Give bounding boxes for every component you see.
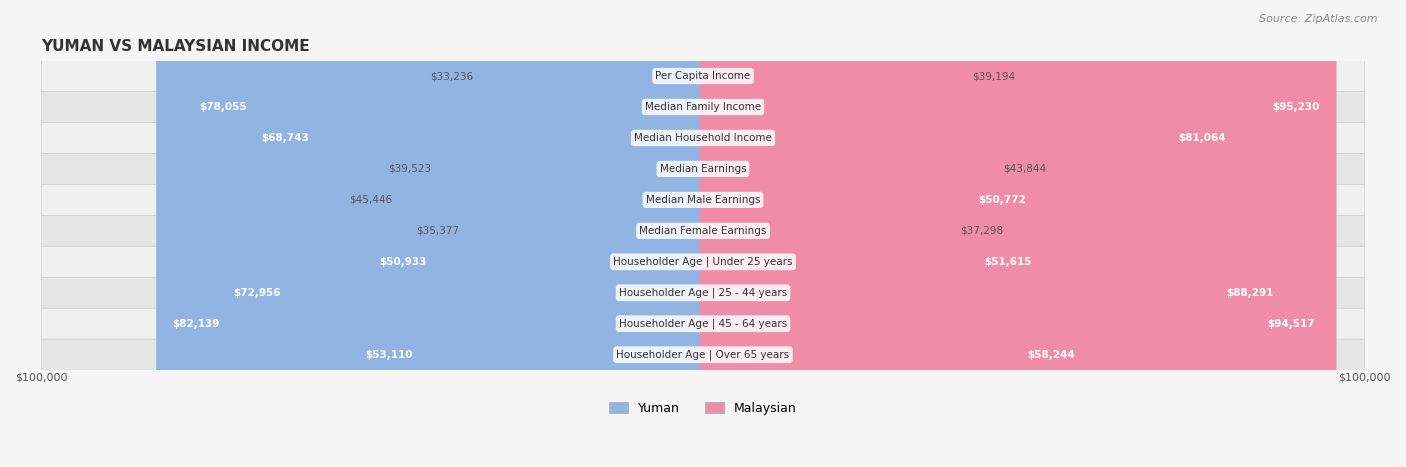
FancyBboxPatch shape	[349, 0, 706, 467]
Legend: Yuman, Malaysian: Yuman, Malaysian	[605, 396, 801, 420]
Text: $82,139: $82,139	[173, 319, 221, 329]
Text: $94,517: $94,517	[1268, 319, 1315, 329]
FancyBboxPatch shape	[700, 0, 1331, 467]
FancyBboxPatch shape	[700, 0, 1291, 467]
FancyBboxPatch shape	[465, 0, 706, 467]
FancyBboxPatch shape	[156, 0, 706, 467]
FancyBboxPatch shape	[399, 0, 706, 467]
FancyBboxPatch shape	[700, 0, 953, 467]
FancyBboxPatch shape	[217, 0, 706, 467]
Text: Median Female Earnings: Median Female Earnings	[640, 226, 766, 236]
Text: Householder Age | Under 25 years: Householder Age | Under 25 years	[613, 256, 793, 267]
FancyBboxPatch shape	[700, 0, 997, 467]
FancyBboxPatch shape	[479, 0, 706, 467]
Text: $39,194: $39,194	[973, 71, 1015, 81]
FancyBboxPatch shape	[41, 277, 1365, 308]
Text: YUMAN VS MALAYSIAN INCOME: YUMAN VS MALAYSIAN INCOME	[41, 39, 309, 54]
FancyBboxPatch shape	[363, 0, 706, 467]
FancyBboxPatch shape	[183, 0, 706, 467]
Text: $68,743: $68,743	[262, 133, 309, 143]
FancyBboxPatch shape	[41, 184, 1365, 215]
Text: Householder Age | Over 65 years: Householder Age | Over 65 years	[616, 349, 790, 360]
Text: $51,615: $51,615	[984, 257, 1032, 267]
Text: $33,236: $33,236	[430, 71, 474, 81]
FancyBboxPatch shape	[41, 153, 1365, 184]
Text: Householder Age | 45 - 64 years: Householder Age | 45 - 64 years	[619, 318, 787, 329]
Text: Per Capita Income: Per Capita Income	[655, 71, 751, 81]
Text: Source: ZipAtlas.com: Source: ZipAtlas.com	[1260, 14, 1378, 24]
FancyBboxPatch shape	[41, 92, 1365, 122]
Text: $39,523: $39,523	[388, 164, 432, 174]
Text: Median Household Income: Median Household Income	[634, 133, 772, 143]
FancyBboxPatch shape	[245, 0, 706, 467]
Text: $78,055: $78,055	[200, 102, 247, 112]
Text: Median Earnings: Median Earnings	[659, 164, 747, 174]
FancyBboxPatch shape	[700, 0, 966, 467]
FancyBboxPatch shape	[41, 122, 1365, 154]
FancyBboxPatch shape	[439, 0, 706, 467]
Text: Median Male Earnings: Median Male Earnings	[645, 195, 761, 205]
Text: $58,244: $58,244	[1028, 350, 1076, 360]
FancyBboxPatch shape	[41, 61, 1365, 92]
FancyBboxPatch shape	[700, 0, 1042, 467]
Text: $72,956: $72,956	[233, 288, 281, 298]
Text: Householder Age | 25 - 44 years: Householder Age | 25 - 44 years	[619, 288, 787, 298]
FancyBboxPatch shape	[41, 246, 1365, 277]
FancyBboxPatch shape	[41, 339, 1365, 370]
FancyBboxPatch shape	[41, 308, 1365, 339]
FancyBboxPatch shape	[41, 215, 1365, 247]
Text: $88,291: $88,291	[1226, 288, 1274, 298]
Text: $95,230: $95,230	[1272, 102, 1320, 112]
Text: $45,446: $45,446	[349, 195, 392, 205]
Text: Median Family Income: Median Family Income	[645, 102, 761, 112]
FancyBboxPatch shape	[700, 0, 1337, 467]
Text: $81,064: $81,064	[1178, 133, 1226, 143]
Text: $37,298: $37,298	[960, 226, 1002, 236]
Text: $35,377: $35,377	[416, 226, 458, 236]
Text: $53,110: $53,110	[364, 350, 412, 360]
FancyBboxPatch shape	[700, 0, 1243, 467]
FancyBboxPatch shape	[700, 0, 1091, 467]
Text: $50,772: $50,772	[979, 195, 1026, 205]
Text: $43,844: $43,844	[1002, 164, 1046, 174]
Text: $50,933: $50,933	[380, 257, 426, 267]
FancyBboxPatch shape	[700, 0, 1047, 467]
